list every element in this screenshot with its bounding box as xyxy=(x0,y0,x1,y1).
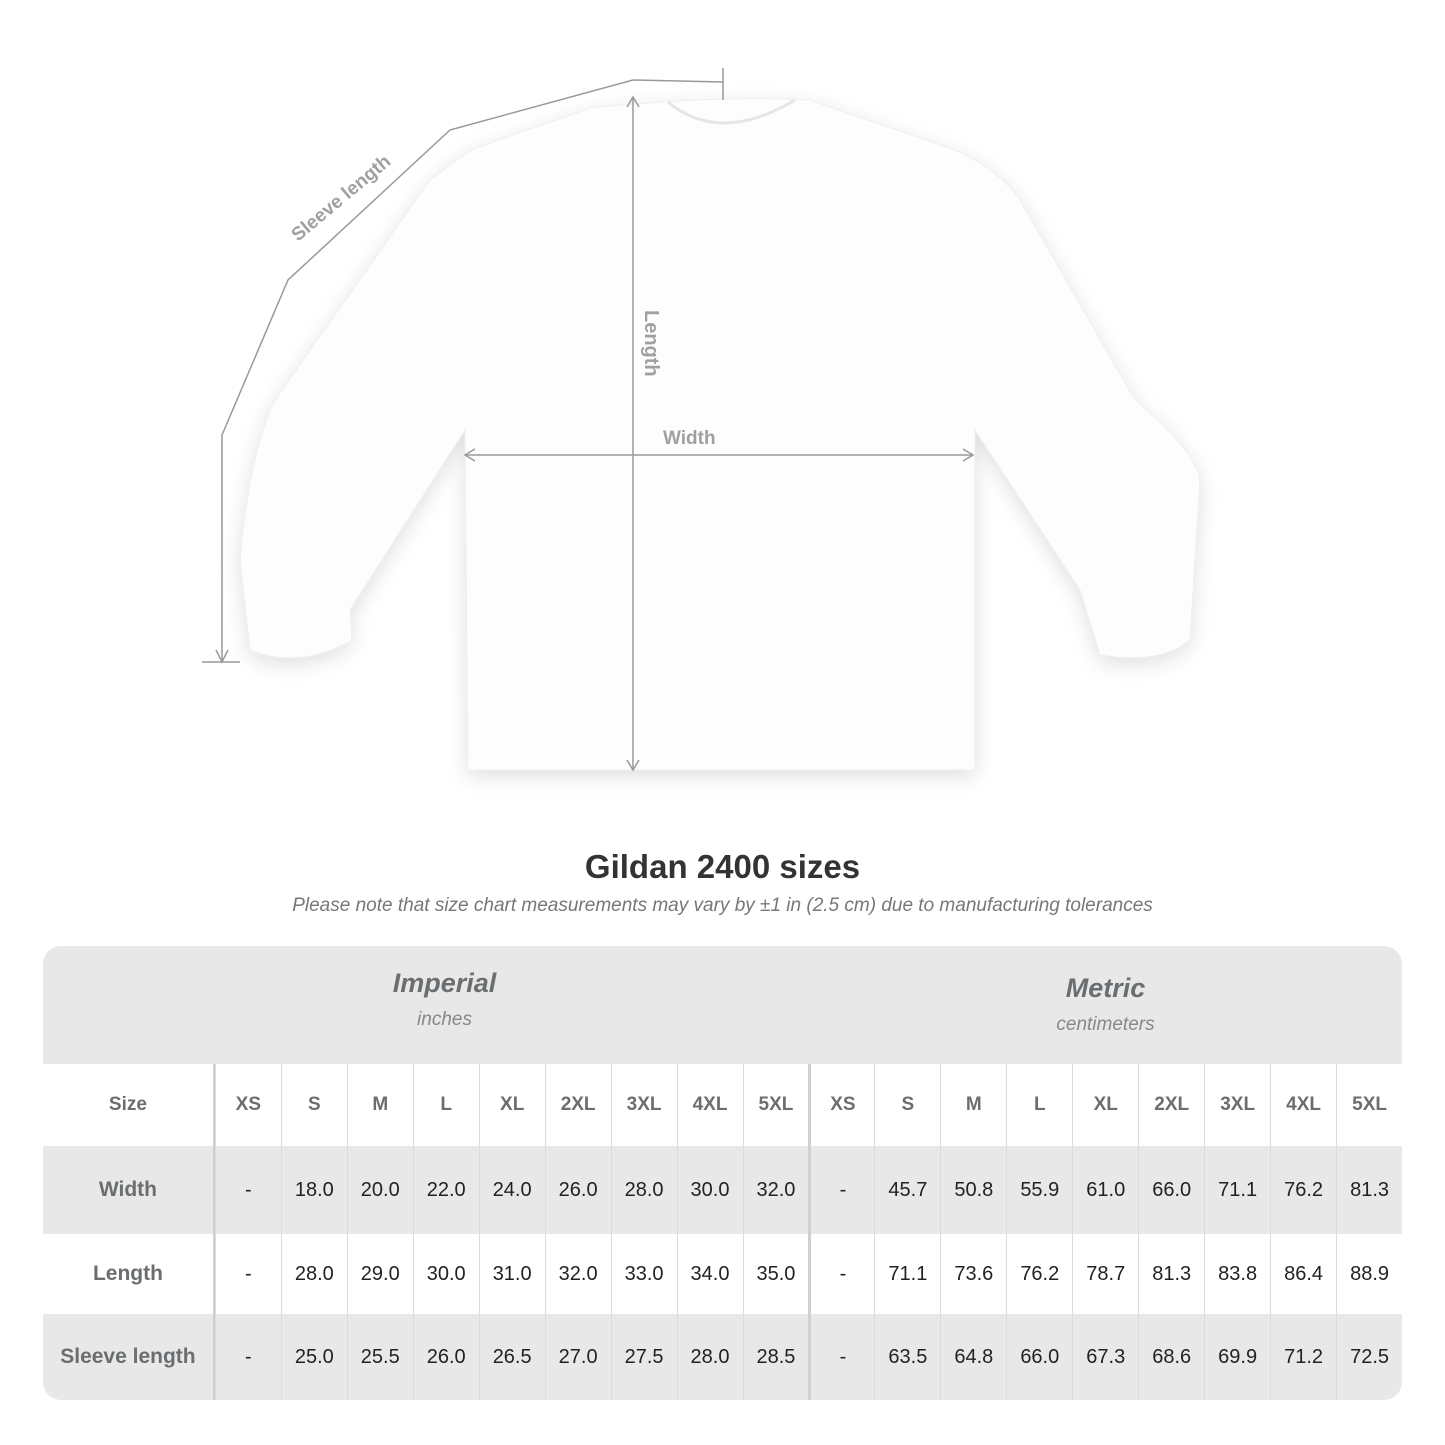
metric-cell: XL xyxy=(1072,1064,1138,1146)
row-label: Length xyxy=(43,1234,215,1314)
imperial-cell: M xyxy=(346,1064,413,1146)
imperial-cell: 34.0 xyxy=(676,1234,743,1314)
metric-cell: 72.5 xyxy=(1336,1314,1402,1400)
imperial-unit: inches xyxy=(417,1009,472,1030)
metric-cell: 50.8 xyxy=(940,1146,1006,1234)
imperial-cell: S xyxy=(280,1064,347,1146)
metric-cell: - xyxy=(808,1234,874,1314)
length-label: Length xyxy=(640,310,662,377)
imperial-header: Imperial inches xyxy=(215,968,674,1031)
imperial-cell: XS xyxy=(214,1064,281,1146)
imperial-cell: 25.5 xyxy=(346,1314,413,1400)
imperial-cell: 22.0 xyxy=(412,1146,479,1234)
metric-header: Metric centimeters xyxy=(809,973,1402,1036)
imperial-cell: - xyxy=(214,1314,281,1400)
width-label: Width xyxy=(663,428,716,449)
imperial-cell: 28.5 xyxy=(742,1314,809,1400)
imperial-cell: 26.0 xyxy=(412,1314,479,1400)
row-label: Size xyxy=(43,1064,215,1146)
metric-cell: 76.2 xyxy=(1006,1234,1072,1314)
imperial-cell: 32.0 xyxy=(742,1146,809,1234)
row-label: Sleeve length xyxy=(43,1314,215,1400)
imperial-cell: 24.0 xyxy=(478,1146,545,1234)
metric-cell: 71.1 xyxy=(1204,1146,1270,1234)
shirt-diagram: Sleeve length Length Width xyxy=(202,68,1201,772)
metric-cell: 66.0 xyxy=(1138,1146,1204,1234)
metric-cell: - xyxy=(808,1314,874,1400)
imperial-cell: - xyxy=(214,1146,281,1234)
metric-cell: 66.0 xyxy=(1006,1314,1072,1400)
imperial-cell: L xyxy=(412,1064,479,1146)
metric-cell: 64.8 xyxy=(940,1314,1006,1400)
metric-cell: 78.7 xyxy=(1072,1234,1138,1314)
measurement-lines xyxy=(202,68,975,772)
imperial-cell: 33.0 xyxy=(610,1234,677,1314)
row-label: Width xyxy=(43,1146,215,1234)
sleeve-length-label: Sleeve length xyxy=(288,151,395,246)
metric-cell: 71.2 xyxy=(1270,1314,1336,1400)
imperial-cell: XL xyxy=(478,1064,545,1146)
imperial-cell: 28.0 xyxy=(610,1146,677,1234)
metric-title: Metric xyxy=(1065,973,1146,1003)
imperial-cell: 25.0 xyxy=(280,1314,347,1400)
imperial-cell: 20.0 xyxy=(346,1146,413,1234)
size-table: Imperial inches Metric centimeters Size X… xyxy=(43,946,1402,1400)
imperial-cell: 29.0 xyxy=(346,1234,413,1314)
metric-cell: 81.3 xyxy=(1336,1146,1402,1234)
metric-cell: 71.1 xyxy=(874,1234,940,1314)
metric-cell: 3XL xyxy=(1204,1064,1270,1146)
page-title: Gildan 2400 sizes xyxy=(584,848,861,885)
metric-unit: centimeters xyxy=(1056,1014,1155,1035)
imperial-cell: 3XL xyxy=(610,1064,677,1146)
metric-cell: 88.9 xyxy=(1336,1234,1402,1314)
imperial-cell: 27.0 xyxy=(544,1314,611,1400)
metric-cell: 61.0 xyxy=(1072,1146,1138,1234)
metric-cell: 55.9 xyxy=(1006,1146,1072,1234)
metric-cell: L xyxy=(1006,1064,1072,1146)
imperial-cell: 2XL xyxy=(544,1064,611,1146)
table-row: Width -18.0 20.0 22.0 24.0 26.0 28.0 30.0 32.0-4… xyxy=(43,1146,1402,1234)
imperial-cell: 28.0 xyxy=(280,1234,347,1314)
size-row: Size XS S M L XL 2XL 3XL 4XL 5XL XS S M L XL 2XL 3XL 4XL 5… xyxy=(43,1064,1402,1146)
imperial-cell: 27.5 xyxy=(610,1314,677,1400)
imperial-title: Imperial xyxy=(392,968,497,998)
tolerance-note: Please note that size chart measurements… xyxy=(292,895,1153,916)
table-row: Length -28.0 29.0 30.0 31.0 32.0 33.0 34.0 35.0-… xyxy=(43,1234,1402,1314)
metric-cell: 68.6 xyxy=(1138,1314,1204,1400)
metric-cell: 45.7 xyxy=(874,1146,940,1234)
metric-cell: M xyxy=(940,1064,1006,1146)
long-sleeve-shirt xyxy=(239,98,1201,771)
table-header: Imperial inches Metric centimeters xyxy=(43,946,1402,1064)
imperial-cell: 31.0 xyxy=(478,1234,545,1314)
metric-cell: XS xyxy=(808,1064,874,1146)
metric-cell: S xyxy=(874,1064,940,1146)
metric-cell: 5XL xyxy=(1336,1064,1402,1146)
metric-cell: 67.3 xyxy=(1072,1314,1138,1400)
imperial-cell: 26.0 xyxy=(544,1146,611,1234)
metric-cell: 69.9 xyxy=(1204,1314,1270,1400)
metric-cell: 4XL xyxy=(1270,1064,1336,1146)
metric-cell: - xyxy=(808,1146,874,1234)
metric-cell: 76.2 xyxy=(1270,1146,1336,1234)
metric-cell: 81.3 xyxy=(1138,1234,1204,1314)
imperial-cell: 26.5 xyxy=(478,1314,545,1400)
metric-cell: 63.5 xyxy=(874,1314,940,1400)
imperial-cell: 30.0 xyxy=(676,1146,743,1234)
metric-cell: 2XL xyxy=(1138,1064,1204,1146)
imperial-cell: 18.0 xyxy=(280,1146,347,1234)
metric-cell: 86.4 xyxy=(1270,1234,1336,1314)
imperial-cell: - xyxy=(214,1234,281,1314)
table-row: Sleeve length -25.0 25.5 26.0 26.5 27.0 27.5 28… xyxy=(43,1314,1402,1400)
imperial-cell: 4XL xyxy=(676,1064,743,1146)
metric-cell: 83.8 xyxy=(1204,1234,1270,1314)
imperial-cell: 5XL xyxy=(742,1064,809,1146)
imperial-cell: 30.0 xyxy=(412,1234,479,1314)
imperial-cell: 35.0 xyxy=(742,1234,809,1314)
imperial-cell: 32.0 xyxy=(544,1234,611,1314)
metric-cell: 73.6 xyxy=(940,1234,1006,1314)
imperial-cell: 28.0 xyxy=(676,1314,743,1400)
